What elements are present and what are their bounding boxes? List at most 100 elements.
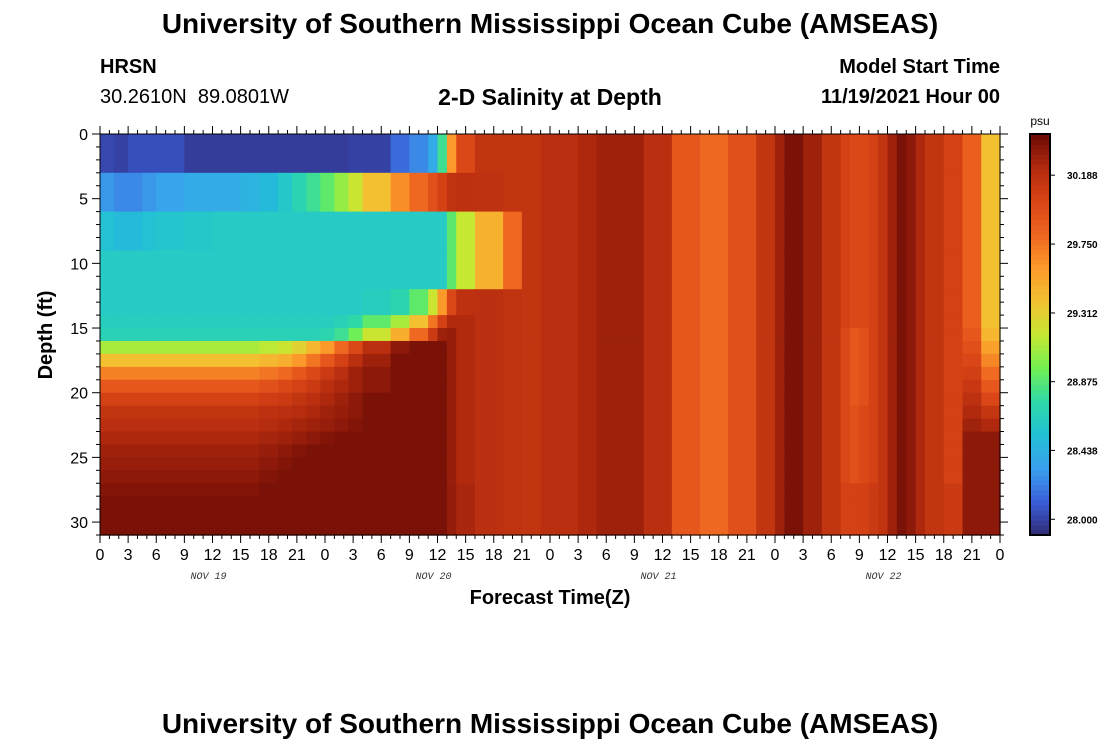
heatmap-cell (292, 483, 307, 497)
colorbar-frame (1029, 133, 1051, 536)
heatmap-cell (428, 457, 439, 471)
heatmap-cell (981, 328, 1001, 342)
heatmap-cell (446, 315, 457, 329)
heatmap-cell (671, 470, 701, 484)
heatmap-cell (456, 379, 476, 394)
heatmap-cell (821, 134, 842, 174)
heatmap-cell (540, 340, 560, 355)
heatmap-cell (142, 457, 157, 471)
heatmap-cell (821, 289, 842, 316)
heatmap-cell (521, 366, 542, 381)
heatmap-cell (840, 340, 851, 355)
heatmap-cell (142, 470, 157, 484)
heatmap-cell (896, 405, 907, 420)
heatmap-cell (943, 353, 964, 368)
heatmap-cell (925, 405, 945, 420)
heatmap-cell (259, 509, 279, 536)
heatmap-cell (859, 328, 870, 342)
heatmap-cell (409, 431, 429, 446)
heatmap-cell (156, 315, 185, 329)
heatmap-cell (700, 483, 729, 497)
colorbar-segment (1030, 239, 1050, 245)
heatmap-cell (803, 172, 823, 213)
heatmap-cell (437, 211, 448, 252)
heatmap-cell (100, 134, 115, 174)
colorbar-tick-label: 30.188 (1067, 171, 1098, 182)
heatmap-cell (334, 483, 350, 497)
heatmap-cell (915, 250, 926, 290)
heatmap-cell (756, 250, 776, 290)
heatmap-cell (306, 172, 321, 213)
heatmap-cell (348, 353, 364, 368)
heatmap-cell (878, 444, 889, 458)
heatmap-cell (428, 315, 439, 329)
heatmap-cell (596, 470, 617, 484)
heatmap-cell (981, 134, 1001, 174)
heatmap-cell (728, 353, 757, 368)
x-tick-label: 3 (574, 547, 583, 564)
heatmap-cell (540, 444, 560, 458)
heatmap-cell (784, 289, 804, 316)
heatmap-cell (840, 444, 851, 458)
heatmap-cell (212, 353, 242, 368)
heatmap-cell (840, 483, 851, 497)
x-tick-label: 18 (260, 547, 278, 564)
heatmap-cell (859, 431, 870, 446)
heatmap-cell (390, 366, 410, 381)
heatmap-cell (784, 444, 804, 458)
heatmap-cell (437, 418, 448, 433)
colorbar-segment (1030, 174, 1050, 180)
heatmap-cell (503, 211, 523, 252)
heatmap-cell (240, 289, 260, 316)
heatmap-cell (615, 289, 645, 316)
heatmap-cell (456, 340, 476, 355)
heatmap-cell (428, 470, 439, 484)
heatmap-cell (596, 431, 617, 446)
heatmap-cell (503, 366, 523, 381)
heatmap-cell (428, 250, 439, 290)
heatmap-cell (887, 392, 898, 407)
heatmap-cell (840, 134, 851, 174)
heatmap-cell (840, 315, 851, 329)
colorbar-segment (1030, 259, 1050, 265)
heatmap-cell (100, 328, 115, 342)
heatmap-cell (887, 457, 898, 471)
heatmap-cell (390, 392, 410, 407)
heatmap-cell (114, 470, 129, 484)
heatmap-cell (859, 496, 870, 510)
heatmap-cell (784, 457, 804, 471)
heatmap-cell (906, 250, 917, 290)
heatmap-cell (615, 392, 645, 407)
heatmap-cell (521, 418, 542, 433)
heatmap-cell (521, 328, 542, 342)
heatmap-cell (578, 470, 598, 484)
heatmap-cell (859, 172, 870, 213)
heatmap-cell (756, 379, 776, 394)
heatmap-cell (437, 496, 448, 510)
heatmap-cell (943, 405, 964, 420)
heatmap-cell (428, 379, 439, 394)
colorbar-segment (1030, 189, 1050, 195)
heatmap-cell (390, 431, 410, 446)
y-axis-title: Depth (ft) (35, 291, 57, 380)
heatmap-cell (446, 418, 457, 433)
heatmap-cell (784, 483, 804, 497)
heatmap-cell (409, 289, 429, 316)
heatmap-cell (906, 172, 917, 213)
heatmap-cell (784, 366, 804, 381)
heatmap-cell (887, 496, 898, 510)
heatmap-cell (803, 366, 823, 381)
heatmap-cell (114, 457, 129, 471)
x-tick-label: 0 (546, 547, 555, 564)
heatmap-cell (887, 418, 898, 433)
heatmap-cell (100, 483, 115, 497)
heatmap-cell (850, 134, 860, 174)
heatmap-cell (671, 289, 701, 316)
heatmap-cell (784, 470, 804, 484)
heatmap-cell (456, 405, 476, 420)
heatmap-cell (428, 483, 439, 497)
heatmap-cell (409, 172, 429, 213)
heatmap-cell (142, 405, 157, 420)
x-tick-label: 15 (682, 547, 700, 564)
heatmap-cell (671, 250, 701, 290)
